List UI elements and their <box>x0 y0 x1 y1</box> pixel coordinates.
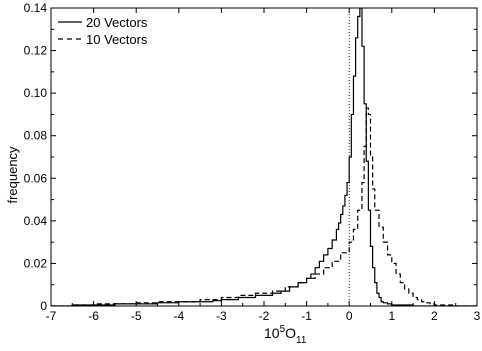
x-axis-label-base: 10 <box>264 325 280 341</box>
plot-frame <box>50 7 478 307</box>
x-axis-label-exponent: 5 <box>280 324 286 335</box>
x-tick-label: 1 <box>388 309 395 323</box>
x-axis-label: 105O11 <box>264 324 307 346</box>
series-line-1 <box>51 8 477 306</box>
y-tick-label: 0.04 <box>24 214 48 228</box>
x-tick-label: -1 <box>301 309 312 323</box>
y-axis-label: frequency <box>5 146 20 204</box>
y-tick-label: 0.06 <box>24 171 48 185</box>
axes-frame <box>50 7 478 307</box>
y-tick-label: 0.08 <box>24 129 48 143</box>
legend-label-1: 20 Vectors <box>86 15 148 30</box>
ticks-group: -7 -6 -5 -4 -3 -2 -1 0 1 2 3 0 0.02 0.04 0.06 0.08 0.10 0… <box>24 1 481 323</box>
x-tick-label: 0 <box>346 309 353 323</box>
legend-label-2: 10 Vectors <box>86 32 148 47</box>
x-tick-label: -6 <box>88 309 99 323</box>
x-tick-label: -5 <box>131 309 142 323</box>
x-tick-label: -2 <box>259 309 270 323</box>
x-tick-label: -7 <box>46 309 57 323</box>
y-tick-label: 0.10 <box>24 86 48 100</box>
x-axis-label-main: O <box>285 325 296 341</box>
x-tick-label: 3 <box>474 309 481 323</box>
x-tick-label: -4 <box>173 309 184 323</box>
x-tick-label: -3 <box>216 309 227 323</box>
series-line-2 <box>51 107 477 306</box>
x-axis-label-subscript: 11 <box>296 335 307 346</box>
y-tick-label: 0.12 <box>24 44 48 58</box>
x-tick-label: 2 <box>431 309 438 323</box>
y-tick-label: 0.02 <box>24 256 48 270</box>
y-tick-label: 0 <box>40 299 47 313</box>
series-group <box>51 8 477 306</box>
y-tick-label: 0.14 <box>24 1 48 15</box>
legend: 20 Vectors 10 Vectors <box>58 15 148 47</box>
